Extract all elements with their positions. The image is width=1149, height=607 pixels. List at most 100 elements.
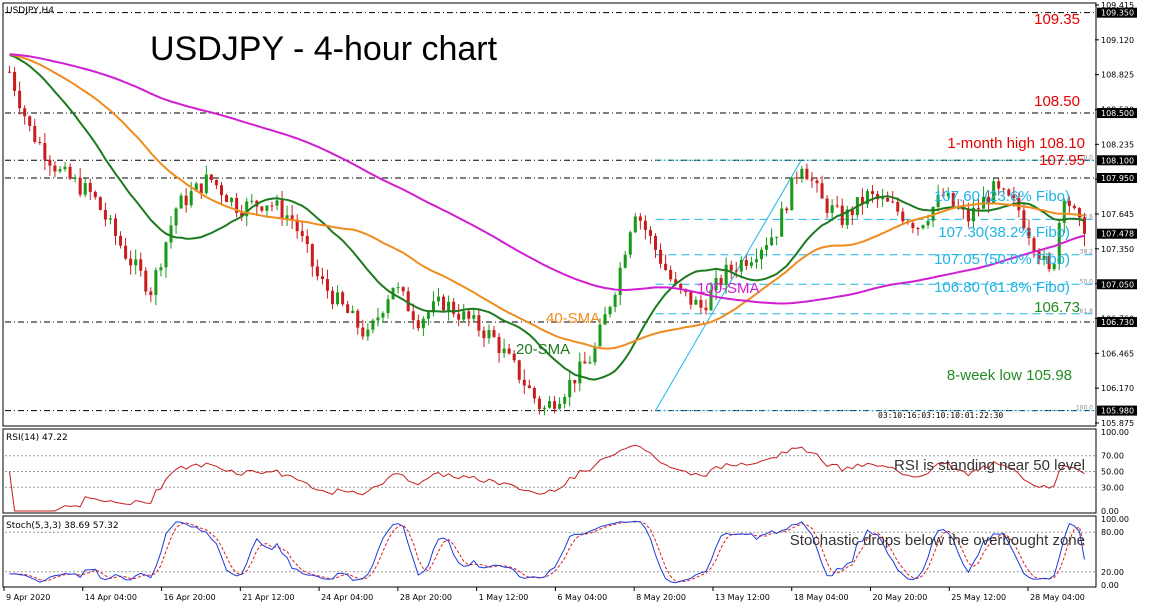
price-box-label: 108.100 xyxy=(1101,156,1134,165)
candle-body xyxy=(679,283,683,290)
rsi-tick-label: 100.00 xyxy=(1101,428,1129,437)
candle-body xyxy=(845,209,849,225)
candle-body xyxy=(315,266,319,277)
candle-body xyxy=(78,177,82,195)
candle-body xyxy=(744,260,748,266)
candle-body xyxy=(886,197,890,202)
candle-body xyxy=(820,183,824,199)
candle-body xyxy=(941,194,945,197)
candle-body xyxy=(240,212,244,217)
timer-readout: 03:10:16:03:10:10:01:22:30 xyxy=(878,411,1003,420)
price-tick-label: 106.465 xyxy=(1101,349,1134,358)
candle-body xyxy=(1037,251,1041,260)
sma40-label: 40-SMA xyxy=(546,310,600,327)
stoch-pane xyxy=(2,515,1097,588)
candle-body xyxy=(765,245,769,250)
candle-body xyxy=(43,143,47,160)
rsi-tick-label: 30.00 xyxy=(1101,483,1124,492)
candle-body xyxy=(916,228,920,230)
time-tick-label: 20 May 20:00 xyxy=(872,593,927,602)
candle-body xyxy=(93,191,97,198)
candle-body xyxy=(214,179,218,186)
candle-body xyxy=(951,193,955,206)
price-box xyxy=(1097,317,1137,328)
candle-body xyxy=(563,397,567,404)
candle-body xyxy=(381,313,385,318)
candle-body xyxy=(664,263,668,270)
moving-averages xyxy=(9,53,1085,381)
level-106-73-label: 106.73 xyxy=(1034,299,1080,316)
sma40-line xyxy=(9,53,1085,350)
stoch-main-line xyxy=(9,520,1085,584)
candle-body xyxy=(921,225,925,229)
candle-body xyxy=(643,220,647,230)
candle-body xyxy=(719,277,723,285)
candle-body xyxy=(1067,200,1071,206)
candle-body xyxy=(860,197,864,205)
candle-body xyxy=(411,311,415,321)
candle-body xyxy=(194,183,198,192)
price-box-label: 109.350 xyxy=(1101,9,1134,18)
candle-body xyxy=(724,264,728,285)
candle-body xyxy=(431,301,435,313)
candle-body xyxy=(230,197,234,203)
fibo-38-2-label: 107.30(38.2% Fibo) xyxy=(938,224,1070,241)
candle-body xyxy=(83,183,87,195)
candle-body xyxy=(785,208,789,211)
candle-body xyxy=(275,200,279,206)
candle-body xyxy=(527,385,531,389)
candle-body xyxy=(805,168,809,180)
candle-body xyxy=(305,236,309,245)
candle-body xyxy=(780,208,784,237)
candle-body xyxy=(310,244,314,267)
candle-body xyxy=(865,191,869,205)
candle-body xyxy=(1047,255,1051,270)
candle-body xyxy=(734,270,738,272)
candle-body xyxy=(467,311,471,319)
chart-title: USDJPY - 4-hour chart xyxy=(150,30,498,68)
fibo-23-6-label: 107.60 (23.6% Fibo) xyxy=(934,188,1070,205)
candle-body xyxy=(225,195,229,203)
fibo-50-0-label: 107.05 (50.0% Fibo) xyxy=(934,251,1070,268)
candle-body xyxy=(139,259,143,271)
candle-body xyxy=(729,264,733,271)
candle-body xyxy=(129,258,133,266)
stoch-tick-label: 20.00 xyxy=(1101,568,1124,577)
candle-body xyxy=(119,235,123,246)
candle-body xyxy=(18,90,22,109)
candle-body xyxy=(618,267,622,296)
candle-body xyxy=(174,208,178,226)
time-tick-label: 13 May 12:00 xyxy=(715,593,770,602)
candle-body xyxy=(583,361,587,364)
candle-body xyxy=(204,174,208,194)
price-box xyxy=(1097,228,1137,239)
candle-body xyxy=(13,71,17,91)
candle-body xyxy=(371,320,375,330)
candle-body xyxy=(325,279,329,291)
fibo-pct-1: 23.6 xyxy=(1080,213,1094,220)
sma100-line xyxy=(9,53,1085,305)
candle-body xyxy=(891,201,895,203)
price-tick-label: 105.875 xyxy=(1101,419,1134,428)
candle-body xyxy=(98,197,102,210)
candle-body xyxy=(608,306,612,315)
candle-body xyxy=(401,287,405,292)
price-box xyxy=(1097,108,1137,119)
price-tick-label: 107.350 xyxy=(1101,245,1134,254)
candle-body xyxy=(770,237,774,246)
candle-body xyxy=(795,177,799,179)
stochastic-indicator: 100.00 80.00 20.00 0.00 xyxy=(5,515,1129,590)
candle-body xyxy=(48,159,52,166)
candle-body xyxy=(709,290,713,311)
candle-body xyxy=(1082,217,1086,234)
candle-body xyxy=(830,205,834,213)
candle-body xyxy=(336,292,340,305)
price-box-label: 107.050 xyxy=(1101,280,1134,289)
candle-body xyxy=(58,169,62,172)
candle-body xyxy=(896,202,900,212)
candle-body xyxy=(436,296,441,302)
candle-body xyxy=(361,327,365,337)
candle-body xyxy=(542,407,546,410)
candle-body xyxy=(1017,198,1021,211)
